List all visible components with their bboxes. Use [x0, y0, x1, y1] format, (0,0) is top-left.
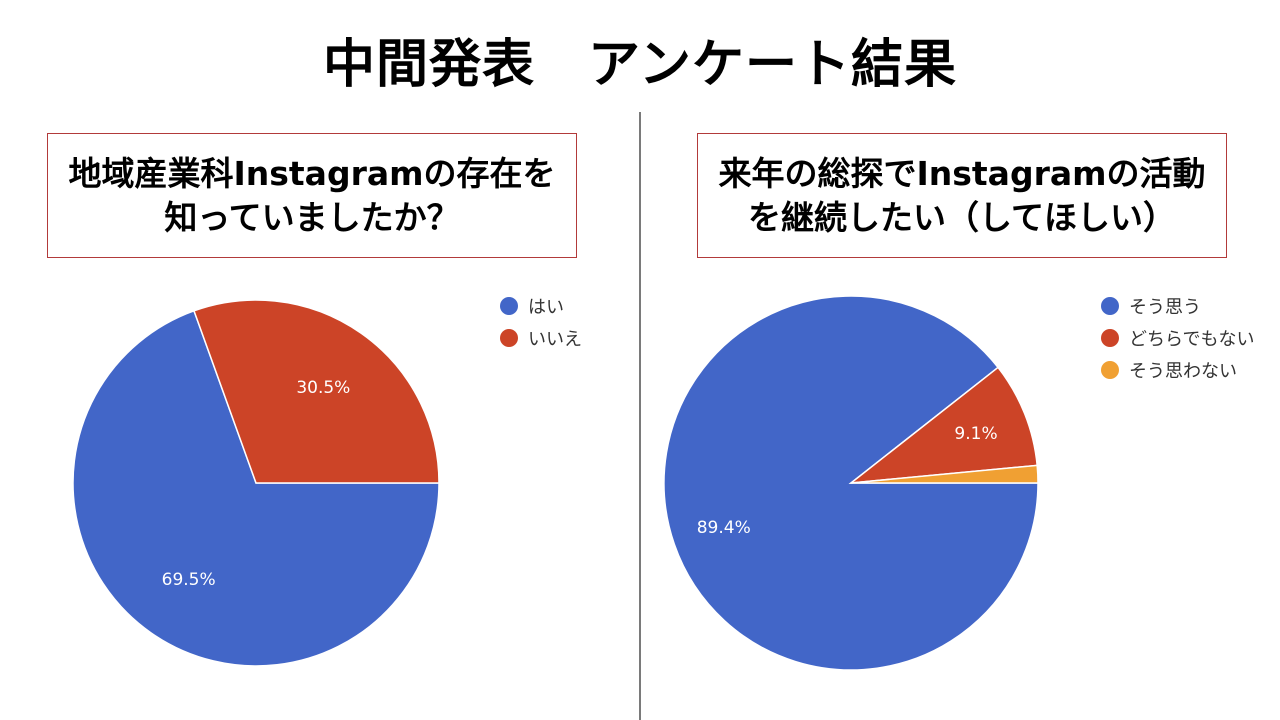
legend-label: そう思わない [1129, 361, 1237, 382]
legend-1: はい いいえ [500, 290, 582, 354]
legend-dot-icon [1101, 361, 1119, 379]
pie-1-slice-2 [193, 299, 440, 484]
pie-1-slice-1 [72, 309, 440, 667]
pie-2-label-2: 9.1% [954, 424, 997, 444]
legend-dot-icon [500, 297, 518, 315]
pie-2-slice-2 [848, 366, 1038, 484]
question-2-text: 来年の総探でInstagramの活動 を継続したい（してほしい） [718, 153, 1206, 237]
legend-label: どちらでもない [1129, 329, 1255, 350]
legend-2-item-1: そう思う [1101, 290, 1254, 322]
legend-dot-icon [1101, 329, 1119, 347]
page-title: 中間発表 アンケート結果 [323, 35, 957, 95]
question-box-2: 来年の総探でInstagramの活動 を継続したい（してほしい） [697, 133, 1227, 258]
legend-2: そう思うどちらでもない そう思わない [1101, 290, 1254, 386]
center-divider [639, 112, 641, 720]
pie-1-label-2: 30.5% [296, 378, 350, 398]
question-box-1: 地域産業科Instagramの存在を 知っていましたか？ [47, 133, 577, 258]
pie-1-label-1: 69.5% [162, 570, 216, 590]
legend-1-item-1: はい [500, 290, 582, 322]
legend-dot-icon [500, 329, 518, 347]
legend-label: いいえ [528, 329, 582, 350]
legend-dot-icon [1101, 297, 1119, 315]
question-1-text: 地域産業科Instagramの存在を 知っていましたか？ [68, 153, 556, 237]
legend-2-item-3: そう思わない [1101, 354, 1254, 386]
pie-2-slice-3 [850, 464, 1039, 484]
pie-2-label-1: 89.4% [697, 518, 751, 538]
legend-1-item-2: いいえ [500, 322, 582, 354]
legend-2-item-2: どちらでもない [1101, 322, 1254, 354]
legend-label: はい [528, 297, 564, 318]
legend-label: そう思う [1129, 297, 1201, 318]
